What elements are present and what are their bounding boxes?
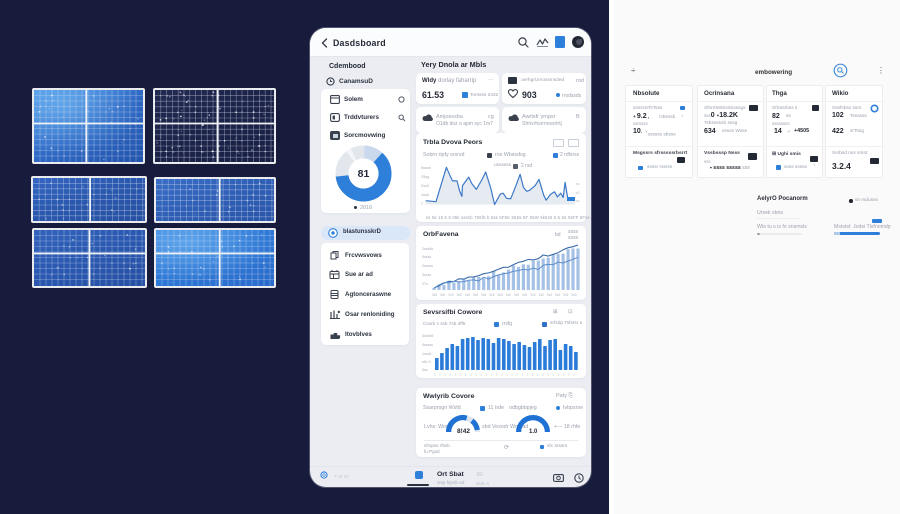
svg-text:2sssss: 2sssss [422, 264, 433, 268]
svg-text:5sssss: 5sssss [422, 343, 433, 347]
svg-text:s: s [558, 373, 560, 377]
svg-text:s: s [491, 373, 493, 377]
svg-text:s: s [506, 373, 508, 377]
svg-text:s: s [439, 373, 441, 377]
svg-text:5s5: 5s5 [432, 293, 437, 297]
svg-text:s: s [501, 373, 503, 377]
svg-text:s: s [516, 373, 518, 377]
svg-text:7: 7 [421, 202, 423, 206]
svg-text:s: s [552, 373, 554, 377]
svg-text:s: s [537, 373, 539, 377]
svg-text:s5s 5: s5s 5 [422, 360, 431, 364]
svg-text:1ssb: 1ssb [421, 193, 429, 197]
svg-text:s: s [475, 373, 477, 377]
svg-text:s: s [496, 373, 498, 377]
svg-text:1sss5: 1sss5 [422, 352, 431, 356]
svg-text:2sss5s: 2sss5s [422, 247, 433, 251]
svg-text:s: s [547, 373, 549, 377]
svg-text:s: s [563, 373, 565, 377]
svg-text:s: s [465, 373, 467, 377]
svg-text:s: s [568, 373, 570, 377]
svg-text:5s5: 5s5 [506, 293, 511, 297]
svg-text:5s5: 5s5 [498, 293, 503, 297]
svg-text:s2: s2 [576, 191, 580, 195]
svg-text:5s5: 5s5 [489, 293, 494, 297]
svg-text:5sssb: 5sssb [421, 166, 431, 170]
svg-text:5ssss: 5ssss [422, 273, 431, 277]
svg-text:5s5: 5s5 [539, 293, 544, 297]
svg-text:5s5: 5s5 [481, 293, 486, 297]
svg-text:5s5: 5s5 [473, 293, 478, 297]
svg-text:27s: 27s [422, 282, 428, 286]
svg-text:81: 81 [358, 168, 370, 180]
svg-text:s: s [434, 373, 436, 377]
svg-text:25sg: 25sg [421, 175, 429, 179]
svg-text:s: s [511, 373, 513, 377]
svg-text:s: s [460, 373, 462, 377]
svg-text:5ss: 5ss [422, 368, 428, 372]
svg-text:s: s [522, 373, 524, 377]
svg-text:5s5: 5s5 [448, 293, 453, 297]
svg-text:s: s [573, 373, 575, 377]
svg-text:5s5: 5s5 [514, 293, 519, 297]
svg-text:2ss0: 2ss0 [421, 184, 429, 188]
svg-text:5s5: 5s5 [563, 293, 568, 297]
svg-text:s: s [444, 373, 446, 377]
svg-text:5s5: 5s5 [547, 293, 552, 297]
svg-text:s: s [480, 373, 482, 377]
svg-text:5s5: 5s5 [522, 293, 527, 297]
svg-text:s: s [470, 373, 472, 377]
svg-text:ss: ss [576, 182, 580, 186]
svg-text:s: s [527, 373, 529, 377]
svg-text:5ssss: 5ssss [422, 255, 431, 259]
svg-text:s: s [450, 373, 452, 377]
svg-text:5s5: 5s5 [571, 293, 576, 297]
svg-text:s: s [532, 373, 534, 377]
svg-text:5s5: 5s5 [440, 293, 445, 297]
svg-text:5s5: 5s5 [530, 293, 535, 297]
svg-text:s: s [486, 373, 488, 377]
svg-text:5ss5s5: 5ss5s5 [422, 334, 433, 338]
svg-text:5s5: 5s5 [457, 293, 462, 297]
svg-text:s: s [455, 373, 457, 377]
svg-text:s: s [542, 373, 544, 377]
svg-text:5s5: 5s5 [465, 293, 470, 297]
svg-text:5s5: 5s5 [555, 293, 560, 297]
svg-text:ss: ss [576, 199, 580, 203]
